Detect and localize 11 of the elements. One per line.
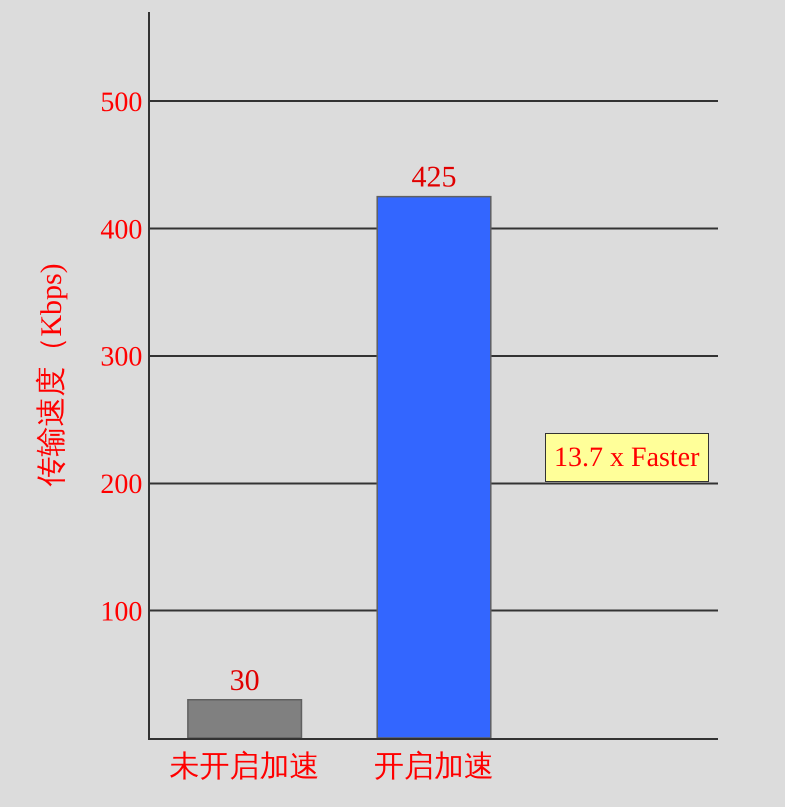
x-tick-label: 开启加速 bbox=[374, 750, 494, 783]
y-axis-title: 传输速度（Kbps) bbox=[34, 263, 68, 487]
data-label: 30 bbox=[230, 664, 260, 697]
y-tick-label: 300 bbox=[100, 342, 142, 373]
y-tick-label: 100 bbox=[100, 596, 142, 628]
y-tick-label: 200 bbox=[100, 469, 142, 500]
y-tick-label: 400 bbox=[100, 214, 142, 246]
text: 13.7 x Faster bbox=[554, 442, 700, 473]
data-label: 425 bbox=[412, 160, 456, 194]
y-tick-label: 500 bbox=[100, 86, 142, 118]
x-tick-label: 未开启加速 bbox=[170, 750, 320, 783]
